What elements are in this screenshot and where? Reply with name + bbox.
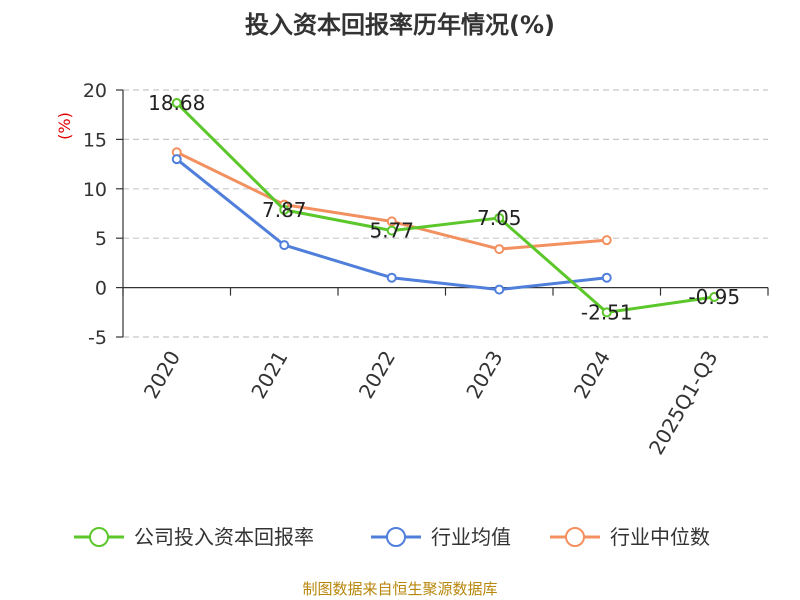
data-labels: 18.68 7.87 5.77 7.05 -2.51 -0.95 <box>148 91 740 324</box>
legend-label: 行业中位数 <box>610 525 710 549</box>
y-tick-label: 10 <box>83 179 107 201</box>
y-tick-label: -5 <box>88 327 107 349</box>
x-tick-label: 2023 <box>461 347 507 403</box>
x-tick-label: 2021 <box>246 347 292 403</box>
data-point <box>171 154 182 165</box>
data-label: 7.87 <box>262 198 307 222</box>
y-tick-label: 15 <box>83 129 107 151</box>
axes <box>116 89 769 338</box>
data-point <box>171 98 182 109</box>
data-point <box>494 212 505 223</box>
data-point <box>386 272 397 283</box>
grid <box>123 89 768 338</box>
chart-title: 投入资本回报率历年情况(%) <box>245 11 555 39</box>
data-label: -2.51 <box>581 300 633 324</box>
legend-label: 公司投入资本回报率 <box>134 525 314 549</box>
x-tick-label: 2024 <box>569 347 615 403</box>
data-label: 7.05 <box>477 206 522 230</box>
data-point <box>601 272 612 283</box>
y-tick-label: 5 <box>95 228 107 250</box>
data-label: 5.77 <box>369 219 414 243</box>
data-point <box>386 225 397 236</box>
series-line-0 <box>175 101 715 314</box>
legend-label: 行业均值 <box>431 525 511 549</box>
x-tick-label: 2022 <box>354 347 400 403</box>
y-axis-unit: (%) <box>55 112 74 140</box>
data-point <box>709 291 720 302</box>
data-label: 18.68 <box>148 91 205 115</box>
source-note: 制图数据来自恒生聚源数据库 <box>302 580 497 598</box>
legend: 公司投入资本回报率 行业均值 行业中位数 <box>74 525 710 549</box>
data-point <box>279 204 290 215</box>
data-point <box>279 240 290 251</box>
data-point <box>601 307 612 318</box>
series-group <box>171 98 720 318</box>
data-label: -0.95 <box>688 285 740 309</box>
data-point <box>494 284 505 295</box>
data-point <box>386 216 397 227</box>
data-point <box>494 244 505 255</box>
x-tick-label: 2025Q1-Q3 <box>644 347 723 459</box>
x-tick-labels: 2020 2021 2022 2023 2024 2025Q1-Q3 <box>139 347 723 459</box>
legend-marker <box>386 527 406 547</box>
y-tick-label: 0 <box>95 278 107 300</box>
data-point <box>601 235 612 246</box>
legend-marker <box>565 527 585 547</box>
legend-marker <box>89 527 109 547</box>
x-tick-label: 2020 <box>139 347 185 403</box>
y-tick-label: 20 <box>83 80 107 102</box>
y-tick-labels: 20 15 10 5 0 -5 <box>83 80 107 349</box>
